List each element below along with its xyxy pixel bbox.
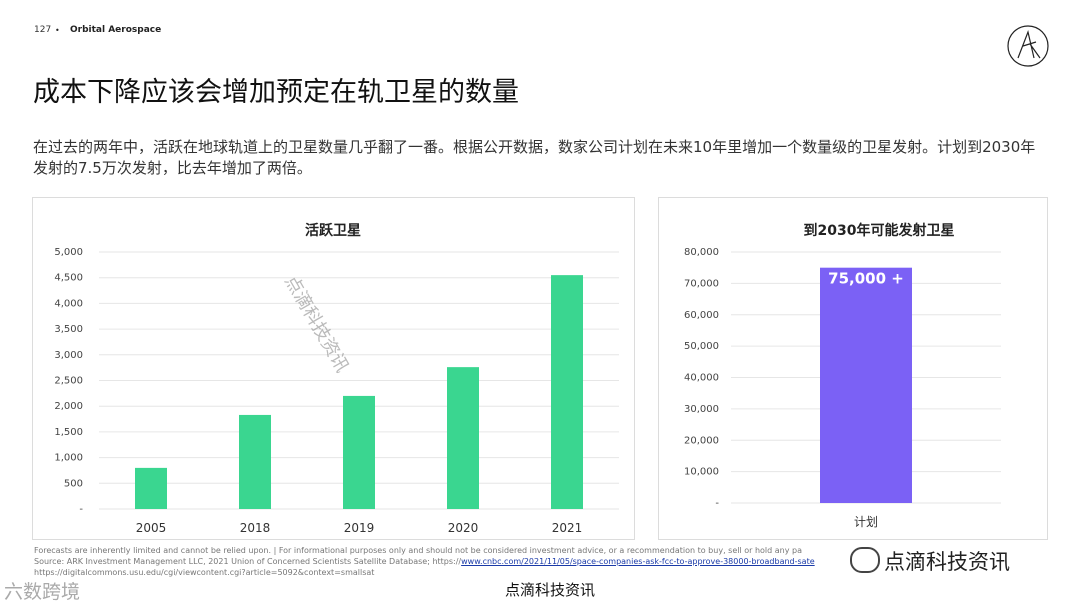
footnote-source-url: https://digitalcommons.usu.edu/cgi/viewc… xyxy=(34,568,375,577)
ark-logo-icon xyxy=(1007,25,1049,67)
y-tick-label: 5,000 xyxy=(54,247,83,258)
wechat-icon xyxy=(850,547,880,573)
bar xyxy=(447,367,479,509)
brand-name: Orbital Aerospace xyxy=(70,25,162,35)
footnote-disclaimer: Forecasts are inherently limited and can… xyxy=(34,546,802,555)
separator-dot: • xyxy=(55,26,60,35)
watermark-left: 六数跨境 xyxy=(4,581,81,603)
y-tick-label: 500 xyxy=(64,478,83,489)
y-tick-label: 40,000 xyxy=(684,373,719,384)
y-tick-label: 1,000 xyxy=(54,453,83,464)
page-title: 成本下降应该会增加预定在轨卫星的数量 xyxy=(33,77,519,108)
watermark-right: 点滴科技资讯 xyxy=(850,546,1010,576)
data-label: 75,000 + xyxy=(828,270,904,288)
y-tick-label: 2,000 xyxy=(54,401,83,412)
y-tick-label: 10,000 xyxy=(684,467,719,478)
chart-title: 到2030年可能发射卫星 xyxy=(804,222,955,239)
y-tick-label: 1,500 xyxy=(54,427,83,438)
active-satellites-panel: 活跃卫星 - 500 1,000 1,500 2,000 2,500 3,000 3,500 4,… xyxy=(32,197,635,540)
y-tick-label: - xyxy=(79,504,83,515)
x-tick-label: 计划 xyxy=(854,515,878,529)
y-tick-label: 2,500 xyxy=(54,376,83,387)
y-tick-label: 60,000 xyxy=(684,310,719,321)
x-tick-label: 2020 xyxy=(448,521,479,535)
watermark-bottom: 点滴科技资讯 xyxy=(505,581,596,599)
y-tick-label: 70,000 xyxy=(684,278,719,289)
bar xyxy=(135,467,167,509)
x-tick-label: 2018 xyxy=(240,521,271,535)
y-tick-label: 3,500 xyxy=(54,324,83,335)
y-tick-label: 4,500 xyxy=(54,273,83,284)
active-satellites-chart: 活跃卫星 - 500 1,000 1,500 2,000 2,500 3,000 3,500 4,… xyxy=(54,222,619,535)
y-tick-label: 20,000 xyxy=(684,435,719,446)
bar xyxy=(551,275,583,509)
y-tick-label: 4,000 xyxy=(54,298,83,309)
y-tick-label: 80,000 xyxy=(684,247,719,258)
chart-title: 活跃卫星 xyxy=(305,222,361,239)
bar xyxy=(820,267,912,503)
page-subtitle: 在过去的两年中，活跃在地球轨道上的卫星数量几乎翻了一番。根据公开数据，数家公司计… xyxy=(33,138,1036,177)
bar xyxy=(239,414,271,509)
planned-satellites-panel: 到2030年可能发射卫星 - 10,000 20,000 30,000 40,000 50,… xyxy=(658,197,1048,540)
footnote-source-link[interactable]: www.cnbc.com/2021/11/05/space-companies-… xyxy=(461,557,815,566)
x-tick-label: 2019 xyxy=(344,521,375,535)
y-tick-label: 30,000 xyxy=(684,404,719,415)
footnote-source: Source: ARK Investment Management LLC, 2… xyxy=(34,556,1034,567)
watermark-right-text: 点滴科技资讯 xyxy=(884,550,1010,574)
footnote-source-text: Source: ARK Investment Management LLC, 2… xyxy=(34,557,462,566)
y-tick-label: 50,000 xyxy=(684,341,719,352)
footnote: Forecasts are inherently limited and can… xyxy=(34,545,1034,578)
bar xyxy=(343,395,375,509)
x-tick-label: 2005 xyxy=(136,521,167,535)
y-tick-label: 3,000 xyxy=(54,350,83,361)
planned-satellites-chart: 到2030年可能发射卫星 - 10,000 20,000 30,000 40,000 50,… xyxy=(684,222,1001,529)
x-tick-label: 2021 xyxy=(552,521,583,535)
page-number: 127 xyxy=(34,25,52,35)
y-tick-label: - xyxy=(715,498,719,509)
